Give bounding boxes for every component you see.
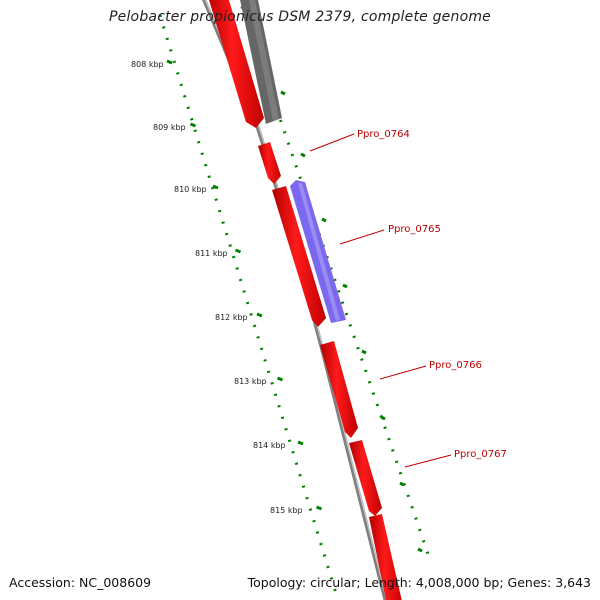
scale-tick-label: 812 kbp — [215, 313, 248, 322]
gene-leader-line — [339, 229, 385, 245]
cds-feature — [209, 0, 264, 128]
cds-feature — [272, 186, 326, 327]
scale-major-tick — [166, 59, 173, 65]
scale-major-tick — [212, 184, 219, 190]
gene-label[interactable]: Ppro_0767 — [454, 449, 507, 460]
gene-leader-line — [404, 454, 452, 468]
gene-label[interactable]: Ppro_0766 — [429, 360, 482, 371]
scale-tick-label: 810 kbp — [174, 185, 207, 194]
gene-leader-line — [379, 365, 427, 380]
scale-tick-label: 811 kbp — [195, 249, 228, 258]
scale-major-tick — [297, 440, 304, 446]
scale-tick-label: 808 kbp — [131, 60, 164, 69]
scale-major-tick — [189, 122, 197, 128]
scale-tick-label: 809 kbp — [153, 123, 186, 132]
genome-summary-text: Topology: circular; Length: 4,008,000 bp… — [247, 575, 591, 590]
scale-major-tick — [315, 505, 323, 511]
cds-feature — [369, 514, 402, 600]
cds-feature — [349, 440, 382, 516]
scale-tick-label: 815 kbp — [270, 506, 303, 515]
scale-tick-label: 814 kbp — [253, 441, 286, 450]
gene-label[interactable]: Ppro_0764 — [357, 129, 410, 140]
gene-leader-line — [309, 133, 355, 152]
genome-title: Pelobacter propionicus DSM 2379, complet… — [109, 9, 491, 25]
accession-text: Accession: NC_008609 — [9, 575, 152, 590]
cds-feature — [258, 142, 281, 184]
scale-major-tick — [234, 248, 242, 254]
scale-major-tick — [256, 312, 263, 318]
gene-labels: Ppro_0764 Ppro_0765 Ppro_0766 Ppro_0767 — [309, 129, 507, 468]
scale-major-tick — [276, 376, 284, 382]
scale-labels: 808 kbp 809 kbp 810 kbp 811 kbp 812 kbp 813 k… — [131, 59, 323, 515]
scale-tick-label: 813 kbp — [234, 377, 267, 386]
gene-label[interactable]: Ppro_0765 — [388, 224, 441, 235]
cds-feature — [320, 341, 358, 438]
